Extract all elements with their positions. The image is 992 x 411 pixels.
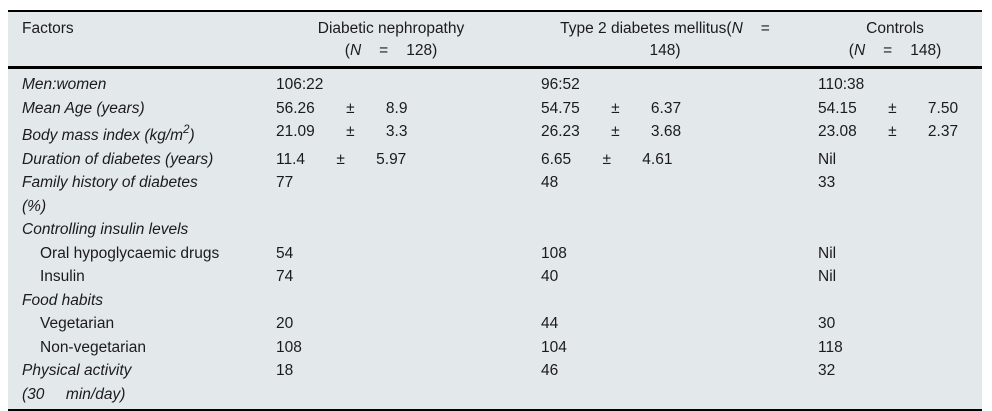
row-label: Mean Age (years) bbox=[22, 99, 145, 117]
cell-controls bbox=[808, 218, 982, 242]
cell-diabetic-nephropathy: 11.4 ± 5.97 bbox=[276, 150, 407, 168]
table-row-mean-age: Mean Age (years) 56.26 ± 8.9 54.75 ± 6.3… bbox=[8, 97, 982, 121]
row-label: Controlling insulin levels bbox=[22, 221, 189, 239]
cell-type2-dm: 48 bbox=[541, 174, 559, 192]
row-label: Body mass index (kg/m2) bbox=[8, 120, 260, 148]
table-row-physical-activity: Physical activity (30 min/day) 18 46 32 bbox=[8, 359, 982, 410]
cell-type2-dm: 104 bbox=[541, 338, 567, 356]
cell-diabetic-nephropathy bbox=[260, 218, 522, 242]
cell-controls: 118 bbox=[818, 338, 843, 356]
row-label: Food habits bbox=[22, 291, 103, 309]
table-row-controlling-insulin: Controlling insulin levels bbox=[8, 218, 982, 242]
group-name-text: Type 2 diabetes mellitus( bbox=[560, 20, 732, 37]
header-group-name: Diabetic nephropathy bbox=[317, 20, 465, 37]
row-label: Vegetarian bbox=[40, 315, 115, 333]
label-text: ) bbox=[189, 127, 195, 145]
n-value: 148) bbox=[910, 42, 942, 59]
cell-diabetic-nephropathy: 21.09 ± 3.3 bbox=[276, 123, 408, 140]
label-line2: (%) bbox=[22, 197, 47, 215]
label-line1: Family history of diabetes bbox=[22, 174, 198, 192]
equals-sign: = bbox=[883, 42, 893, 59]
cell-controls: 54.15 ± 7.50 bbox=[818, 99, 959, 117]
table-row-food-habits: Food habits bbox=[8, 289, 982, 313]
cell-controls: Nil bbox=[818, 268, 837, 286]
n-symbol: N bbox=[853, 42, 866, 59]
table-row-duration: Duration of diabetes (years) 11.4 ± 5.97… bbox=[8, 148, 982, 172]
cell-diabetic-nephropathy: 54 bbox=[276, 244, 294, 262]
label-line2: (30 min/day) bbox=[22, 385, 126, 403]
cell-controls: 23.08 ± 2.37 bbox=[818, 123, 959, 140]
paren-open: ( bbox=[848, 42, 854, 59]
cell-type2-dm: 6.65 ± 4.61 bbox=[541, 150, 673, 168]
cell-diabetic-nephropathy: 77 bbox=[276, 174, 294, 192]
table-row-bmi: Body mass index (kg/m2) 21.09 ± 3.3 26.2… bbox=[8, 120, 982, 148]
cell-diabetic-nephropathy bbox=[260, 289, 522, 313]
n-symbol: N bbox=[349, 42, 362, 59]
header-group-n: (N = 148) bbox=[808, 40, 982, 62]
header-group-n: 148) bbox=[649, 42, 681, 59]
table-row-insulin: Insulin 74 40 Nil bbox=[8, 265, 982, 289]
cell-controls: 32 bbox=[818, 362, 836, 380]
cell-type2-dm: 108 bbox=[541, 244, 567, 262]
header-group-n: (N = 128) bbox=[260, 40, 522, 62]
header-group-name: Controls bbox=[866, 20, 924, 37]
cell-type2-dm: 40 bbox=[541, 268, 559, 286]
cell-diabetic-nephropathy: 74 bbox=[276, 268, 294, 286]
cell-type2-dm bbox=[522, 289, 808, 313]
cell-controls: 30 bbox=[818, 315, 836, 333]
row-label: Men:women bbox=[22, 76, 107, 93]
cell-type2-dm: 54.75 ± 6.37 bbox=[541, 99, 682, 117]
table-row-vegetarian: Vegetarian 20 44 30 bbox=[8, 312, 982, 336]
row-label: Physical activity (30 min/day) bbox=[8, 359, 260, 410]
header-type2-diabetes: Type 2 diabetes mellitus(N = 148) bbox=[522, 11, 808, 69]
table-row-men-women: Men:women 106:22 96:52 110:38 bbox=[8, 68, 982, 97]
cell-type2-dm: 44 bbox=[541, 315, 559, 333]
row-label: Family history of diabetes (%) bbox=[8, 171, 260, 218]
equals-sign: = bbox=[379, 42, 389, 59]
cell-type2-dm bbox=[522, 218, 808, 242]
cell-controls: Nil bbox=[818, 244, 837, 262]
cell-controls bbox=[808, 289, 982, 313]
row-label: Non-vegetarian bbox=[40, 338, 146, 356]
cell-controls: 110:38 bbox=[818, 76, 865, 93]
label-text: Body mass index (kg/m bbox=[22, 127, 184, 145]
header-diabetic-nephropathy: Diabetic nephropathy (N = 128) bbox=[260, 11, 522, 69]
n-value: 128) bbox=[406, 42, 438, 59]
cell-controls: Nil bbox=[818, 150, 837, 168]
cell-diabetic-nephropathy: 20 bbox=[276, 315, 294, 333]
row-label: Oral hypoglycaemic drugs bbox=[40, 244, 220, 262]
n-symbol: N bbox=[731, 20, 743, 37]
equals-sign: = bbox=[760, 20, 770, 37]
cell-diabetic-nephropathy: 18 bbox=[276, 362, 294, 380]
label-line1: Physical activity bbox=[22, 362, 132, 380]
header-controls: Controls (N = 148) bbox=[808, 11, 982, 69]
table-row-family-history: Family history of diabetes (%) 77 48 33 bbox=[8, 171, 982, 218]
baseline-characteristics-table: Factors Diabetic nephropathy (N = 128) Typ… bbox=[8, 10, 982, 411]
table-row-oral-drugs: Oral hypoglycaemic drugs 54 108 Nil bbox=[8, 242, 982, 266]
superscript: 2 bbox=[183, 124, 190, 136]
cell-diabetic-nephropathy: 108 bbox=[276, 338, 302, 356]
cell-diabetic-nephropathy: 106:22 bbox=[276, 76, 324, 93]
cell-controls: 33 bbox=[818, 174, 836, 192]
table-row-non-vegetarian: Non-vegetarian 108 104 118 bbox=[8, 336, 982, 360]
cell-diabetic-nephropathy: 56.26 ± 8.9 bbox=[276, 99, 408, 117]
row-label: Insulin bbox=[40, 268, 85, 286]
header-group-name: Type 2 diabetes mellitus(N = bbox=[522, 18, 808, 40]
header-factors: Factors bbox=[8, 11, 260, 69]
table-container: Factors Diabetic nephropathy (N = 128) Typ… bbox=[8, 10, 982, 411]
cell-type2-dm: 96:52 bbox=[541, 76, 580, 93]
cell-type2-dm: 46 bbox=[541, 362, 559, 380]
table-header-row: Factors Diabetic nephropathy (N = 128) Typ… bbox=[8, 11, 982, 69]
paren-open: ( bbox=[344, 42, 350, 59]
row-label: Duration of diabetes (years) bbox=[22, 150, 214, 168]
cell-type2-dm: 26.23 ± 3.68 bbox=[541, 123, 682, 140]
